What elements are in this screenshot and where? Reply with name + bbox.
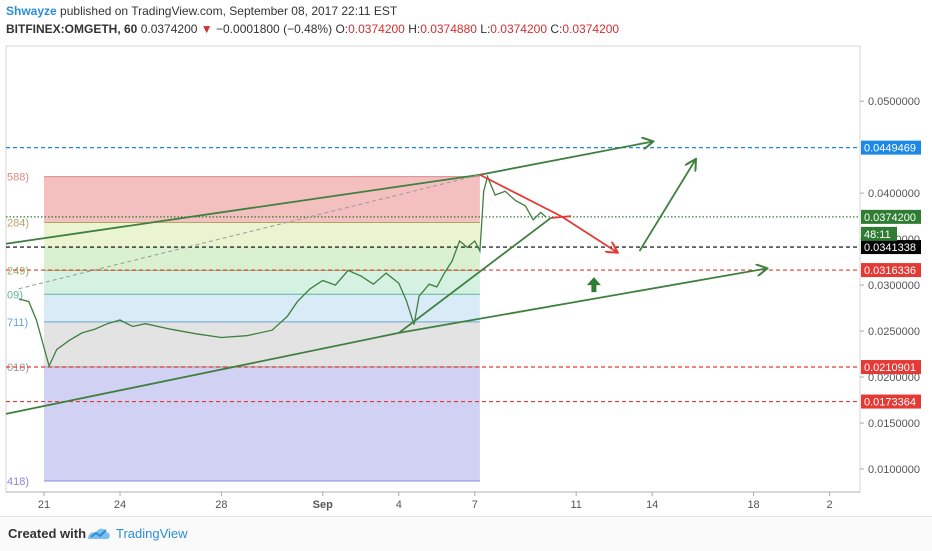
trend-line xyxy=(479,173,562,217)
x-tick-label: Sep xyxy=(313,499,333,511)
x-tick-label: 14 xyxy=(646,499,658,511)
close-value: 0.0374200 xyxy=(562,22,620,36)
x-tick-label: 24 xyxy=(114,499,126,511)
fib-level-label: 284) xyxy=(7,218,29,230)
author-name[interactable]: Shwayze xyxy=(6,4,57,18)
up-arrow-icon xyxy=(586,277,601,293)
price-tag-box xyxy=(861,209,921,224)
fib-level-label: 249) xyxy=(7,265,29,277)
tradingview-logo-icon xyxy=(88,528,110,539)
fib-band xyxy=(44,366,480,481)
price-tag-label: 0.0316336 xyxy=(864,265,916,277)
low-value: 0.0374200 xyxy=(490,22,548,36)
tradingview-brand[interactable]: TradingView xyxy=(116,526,188,541)
close-label: C: xyxy=(550,22,563,36)
fib-band xyxy=(44,321,480,367)
fib-level-label: 418) xyxy=(7,476,29,488)
symbol-info: BITFINEX:OMGETH, 60 0.0374200 ▼ −0.00018… xyxy=(6,22,619,36)
y-tick-label: 0.0400000 xyxy=(868,188,920,200)
countdown-label: 48:11 xyxy=(864,229,891,241)
trend-line xyxy=(18,174,481,290)
created-with-text: Created with xyxy=(8,526,87,541)
y-tick-label: 0.0250000 xyxy=(868,326,920,338)
down-triangle-icon: ▼ xyxy=(200,22,213,36)
open-label: O: xyxy=(335,22,349,36)
low-label: L: xyxy=(480,22,491,36)
fib-band xyxy=(44,294,480,322)
countdown-tag-box xyxy=(861,226,897,241)
y-tick-label: 0.0150000 xyxy=(868,418,920,430)
fib-level-label: 588) xyxy=(7,172,29,184)
x-tick-label: 21 xyxy=(38,499,50,511)
fib-band xyxy=(44,270,480,295)
fib-level-label: 711) xyxy=(7,317,28,329)
x-tick-label: 7 xyxy=(472,499,478,511)
open-value: 0.0374200 xyxy=(348,22,405,36)
y-tick-label: 0.0200000 xyxy=(868,372,920,384)
fib-band xyxy=(44,176,480,223)
price-tag-label: 0.0449469 xyxy=(864,143,916,155)
trend-arrow xyxy=(479,142,652,176)
trend-arrow xyxy=(638,160,696,252)
price-tag-label: 0.0173364 xyxy=(864,397,916,409)
high-label: H: xyxy=(408,22,421,36)
price-tag-label: 0.0210901 xyxy=(864,362,916,374)
x-tick-label: 11 xyxy=(570,499,581,511)
footer: Created with TradingView xyxy=(0,516,932,551)
high-value: 0.0374880 xyxy=(420,22,477,36)
x-tick-label: 28 xyxy=(215,499,227,511)
price-tag-box xyxy=(861,240,921,255)
x-tick-label: 2 xyxy=(827,499,833,511)
trend-line xyxy=(5,332,399,415)
trend-arrow xyxy=(560,215,617,252)
price-chart[interactable]: 588)284)249)09)711)010)418)0.05000000.04… xyxy=(0,0,932,516)
y-tick-label: 0.0100000 xyxy=(868,464,920,476)
trend-line xyxy=(398,217,552,334)
fib-level-label: 010) xyxy=(7,362,29,374)
symbol-name: BITFINEX:OMGETH, 60 xyxy=(6,22,138,36)
fib-band xyxy=(44,222,480,247)
publish-text: published on TradingView.com, September … xyxy=(60,4,398,18)
y-tick-label: 0.0500000 xyxy=(868,96,920,108)
x-tick-label: 18 xyxy=(747,499,759,511)
y-tick-label: 0.0300000 xyxy=(868,280,920,292)
price-tag-label: 0.0374200 xyxy=(864,212,916,224)
trend-line xyxy=(5,173,481,245)
price-tag-box xyxy=(861,394,921,409)
price-series-line xyxy=(18,174,547,368)
price-tag-label: 0.0341338 xyxy=(864,242,916,254)
publish-info: Shwayze published on TradingView.com, Se… xyxy=(6,4,397,18)
price-tag-box xyxy=(861,140,921,155)
fib-band xyxy=(44,246,480,271)
trend-arrow xyxy=(398,269,766,334)
price-change: −0.0001800 (−0.48%) xyxy=(216,22,333,36)
price-tag-box xyxy=(861,263,921,278)
last-price: 0.0374200 xyxy=(140,22,198,36)
price-tag-box xyxy=(861,360,921,375)
x-tick-label: 4 xyxy=(396,499,402,511)
